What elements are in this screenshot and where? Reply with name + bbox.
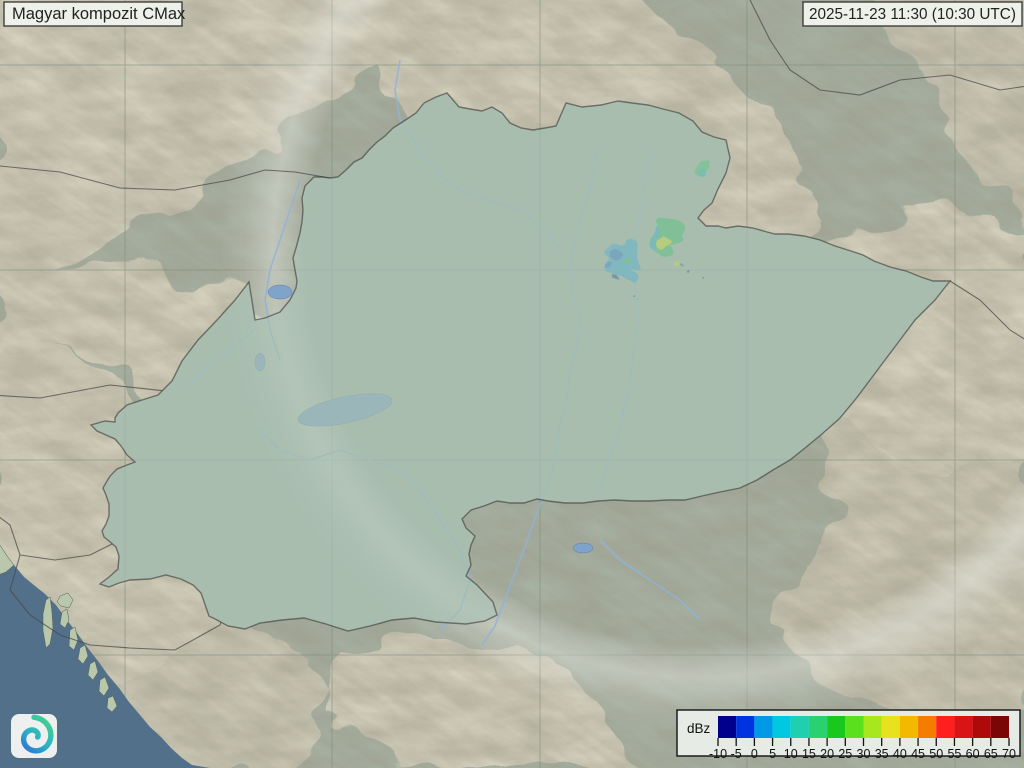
svg-text:25: 25 [838,747,852,761]
svg-text:40: 40 [893,747,907,761]
svg-text:dBz: dBz [687,721,711,736]
svg-text:20: 20 [820,747,834,761]
svg-text:65: 65 [984,747,998,761]
svg-text:70: 70 [1002,747,1016,761]
svg-text:15: 15 [802,747,816,761]
svg-text:0: 0 [751,747,758,761]
svg-text:35: 35 [875,747,889,761]
svg-text:50: 50 [929,747,943,761]
svg-text:2025-11-23 11:30 (10:30 UTC): 2025-11-23 11:30 (10:30 UTC) [809,6,1016,23]
svg-text:60: 60 [966,747,980,761]
svg-text:30: 30 [857,747,871,761]
svg-text:Magyar kompozit CMax: Magyar kompozit CMax [12,5,186,23]
svg-text:45: 45 [911,747,925,761]
svg-text:-10: -10 [709,747,727,761]
svg-text:10: 10 [784,747,798,761]
svg-text:-5: -5 [731,747,742,761]
svg-text:5: 5 [769,747,776,761]
svg-text:55: 55 [947,747,961,761]
